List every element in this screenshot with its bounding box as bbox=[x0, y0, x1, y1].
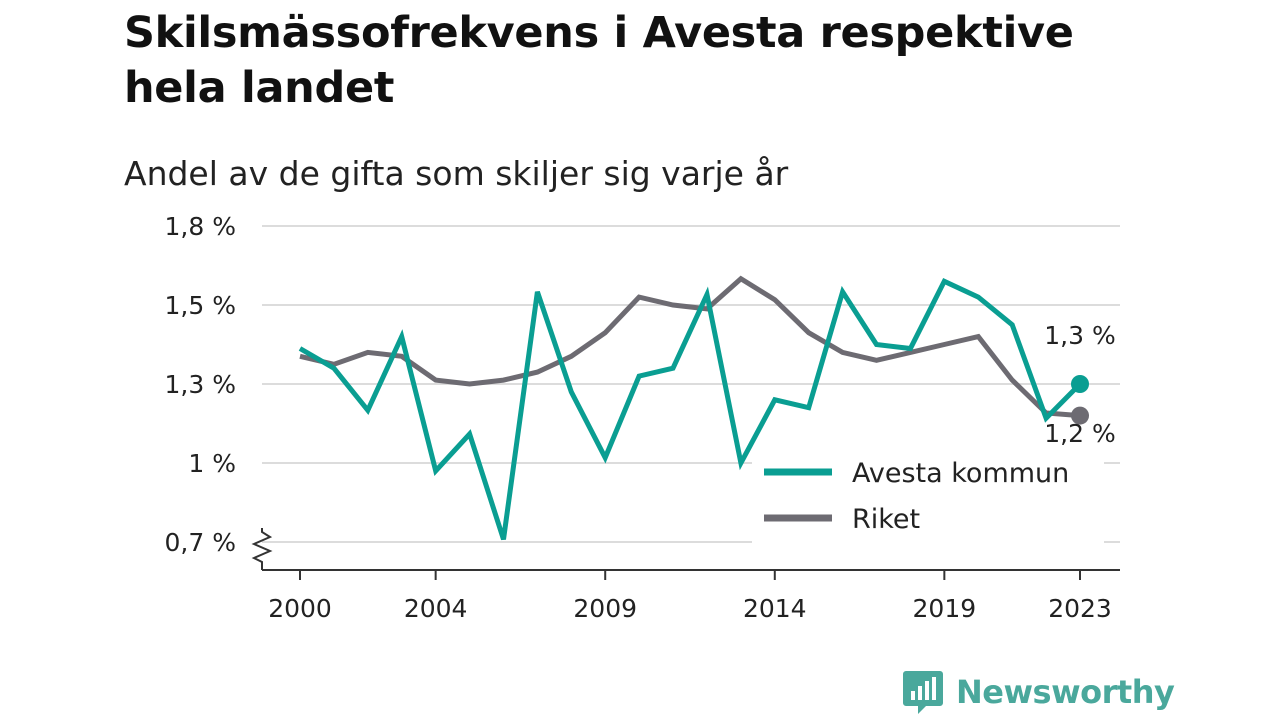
series-lines bbox=[298, 275, 1089, 541]
series-line-riket bbox=[299, 275, 1081, 419]
series-line-avesta bbox=[298, 278, 1082, 541]
y-tick-label: 0,7 % bbox=[165, 528, 236, 557]
end-point-riket bbox=[1071, 406, 1089, 425]
legend-background bbox=[752, 446, 1104, 544]
y-tick-label: 1,5 % bbox=[165, 291, 236, 320]
chart-subtitle: Andel av de gifta som skiljer sig varje … bbox=[124, 154, 789, 193]
newsworthy-logo-icon bbox=[903, 671, 943, 714]
x-tick-label: 2000 bbox=[268, 594, 332, 623]
x-axis-ticks: 2000 2004 2009 2014 2019 2023 bbox=[268, 570, 1112, 623]
end-point-avesta bbox=[1071, 375, 1089, 393]
legend-label-avesta: Avesta kommun bbox=[852, 458, 1069, 489]
end-label-riket: 1,2 % bbox=[1044, 419, 1115, 448]
y-axis-break-icon bbox=[251, 528, 273, 570]
y-tick-label: 1 % bbox=[188, 449, 236, 478]
chart-title: Skilsmässofrekvens i Avesta respektive h… bbox=[124, 8, 1074, 113]
x-tick-label: 2023 bbox=[1048, 594, 1112, 623]
axes bbox=[251, 528, 1120, 571]
y-tick-label: 1,3 % bbox=[165, 370, 236, 399]
legend-label-riket: Riket bbox=[852, 504, 920, 535]
x-tick-label: 2014 bbox=[743, 594, 807, 623]
brand-logo: Newsworthy bbox=[902, 668, 1175, 716]
line-chart: 0,7 % 1 % 1,3 % 1,5 % 1,8 % 2000 2004 2009 2014… bbox=[165, 212, 1120, 623]
legend: Avesta kommun Riket bbox=[752, 446, 1104, 544]
brand-name: Newsworthy bbox=[956, 673, 1175, 711]
y-tick-label: 1,8 % bbox=[165, 212, 236, 241]
x-tick-label: 2009 bbox=[573, 594, 637, 623]
end-labels: 1,3 % 1,2 % bbox=[1044, 321, 1115, 448]
x-tick-label: 2004 bbox=[404, 594, 468, 623]
end-label-avesta: 1,3 % bbox=[1044, 321, 1115, 350]
y-axis-tick-labels: 0,7 % 1 % 1,3 % 1,5 % 1,8 % bbox=[165, 212, 236, 557]
x-tick-label: 2019 bbox=[913, 594, 977, 623]
